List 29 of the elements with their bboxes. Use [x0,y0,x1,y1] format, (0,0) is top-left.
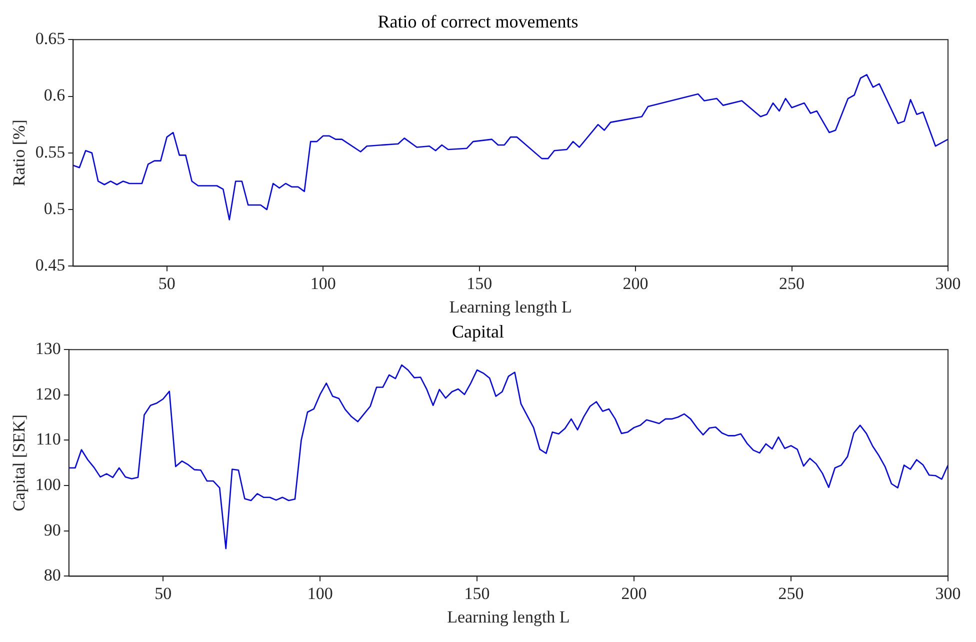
x-tick-label: 100 [310,274,336,293]
y-tick-label: 80 [44,566,61,585]
y-axis-title: Capital [SEK] [10,414,29,512]
y-tick-label: 130 [35,339,61,358]
chart-title: Ratio of correct movements [378,12,578,32]
x-axis-title: Learning length L [449,297,572,316]
y-tick-label: 0.65 [35,29,66,48]
x-tick-label: 200 [621,584,647,603]
y-tick-label: 0.55 [35,142,66,162]
x-axis-title: Learning length L [447,607,570,626]
y-tick-label: 0.6 [44,86,66,105]
x-tick-label: 250 [779,274,805,293]
x-tick-label: 200 [622,274,648,293]
x-tick-label: 300 [935,274,961,293]
chart-title: Capital [452,322,504,342]
y-tick-label: 110 [36,430,61,449]
y-tick-label: 0.45 [35,256,66,275]
y-tick-label: 120 [35,384,61,404]
y-axis-title: Ratio [%] [10,120,29,186]
x-tick-label: 50 [154,584,172,603]
y-tick-label: 100 [35,475,61,494]
y-tick-label: 90 [44,520,61,540]
x-tick-label: 300 [935,584,961,603]
y-tick-label: 0.5 [44,199,66,218]
x-tick-label: 100 [307,584,333,603]
x-tick-label: 150 [466,274,492,293]
x-tick-label: 50 [158,274,176,293]
x-tick-label: 150 [464,584,490,603]
x-tick-label: 250 [778,584,804,603]
